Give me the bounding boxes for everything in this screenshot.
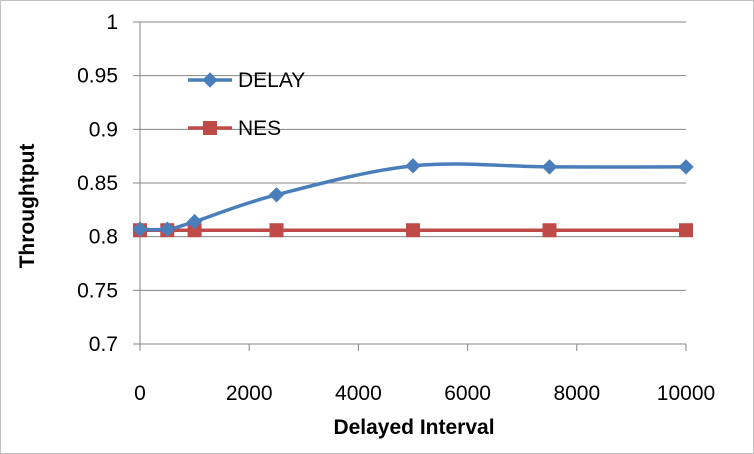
legend-item-delay: DELAY bbox=[188, 69, 305, 92]
series-delay bbox=[132, 158, 694, 237]
legend: DELAY NES bbox=[188, 69, 305, 140]
y-tick-label: 0.8 bbox=[89, 226, 118, 249]
data-point-delay bbox=[678, 159, 694, 175]
data-point-nes bbox=[406, 223, 420, 238]
y-tick-label: 0.95 bbox=[77, 65, 118, 88]
data-point-nes bbox=[542, 223, 557, 238]
x-tick-labels: 0 2000 4000 6000 8000 10000 bbox=[134, 382, 715, 405]
series-nes bbox=[133, 223, 693, 238]
x-tick-label: 2000 bbox=[226, 382, 273, 405]
x-tick-label: 10000 bbox=[657, 382, 715, 405]
y-axis-title: Throughtput bbox=[16, 144, 39, 269]
y-tick-label: 0.85 bbox=[77, 172, 118, 195]
legend-marker bbox=[203, 121, 217, 135]
data-point-nes bbox=[679, 223, 693, 238]
legend-item-nes: NES bbox=[188, 117, 281, 140]
legend-marker bbox=[202, 72, 218, 88]
x-axis-title: Delayed Interval bbox=[333, 416, 494, 439]
x-tick-label: 8000 bbox=[553, 382, 600, 405]
data-point-delay bbox=[541, 159, 558, 175]
y-tick-labels: 0.7 0.75 0.8 0.85 0.9 0.95 1 bbox=[77, 11, 118, 356]
data-point-nes bbox=[187, 223, 202, 238]
y-tick-label: 1 bbox=[106, 11, 118, 34]
data-point-delay bbox=[186, 213, 203, 230]
data-point-delay bbox=[132, 221, 148, 237]
series-group bbox=[132, 158, 694, 238]
y-tick-label: 0.9 bbox=[89, 118, 118, 141]
axes bbox=[133, 21, 687, 351]
gridlines bbox=[140, 21, 686, 291]
y-tick-label: 0.75 bbox=[77, 279, 118, 302]
legend-label: DELAY bbox=[238, 69, 305, 92]
x-tick-label: 4000 bbox=[335, 382, 382, 405]
y-tick-label: 0.7 bbox=[89, 333, 118, 356]
x-tick-label: 6000 bbox=[444, 382, 491, 405]
series-line-delay bbox=[139, 162, 687, 232]
data-point-delay bbox=[405, 158, 421, 174]
data-point-delay bbox=[159, 221, 176, 237]
x-tick-label: 0 bbox=[134, 382, 146, 405]
legend-label: NES bbox=[238, 117, 281, 140]
data-point-nes bbox=[269, 223, 284, 238]
data-point-delay bbox=[268, 187, 285, 203]
